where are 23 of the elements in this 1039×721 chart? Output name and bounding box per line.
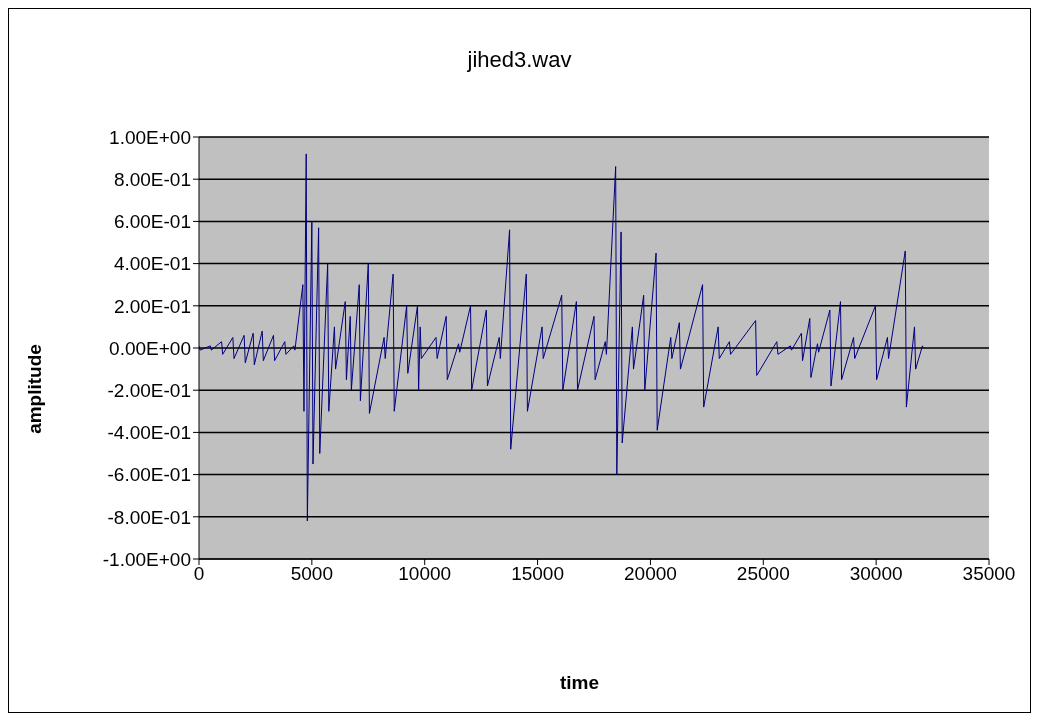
y-tick-label: 0.00E+00 (109, 337, 191, 359)
x-tick-label: 0 (193, 563, 205, 585)
y-tick-label: 8.00E-01 (113, 168, 191, 190)
line-series (199, 153, 924, 522)
y-tick-label: 1.00E+00 (109, 126, 191, 148)
y-tick-label: 6.00E-01 (113, 211, 191, 233)
y-tick-label: -6.00E-01 (107, 464, 191, 486)
y-tick-label: -1.00E+00 (102, 548, 191, 570)
x-axis-title: time (558, 672, 601, 694)
y-axis-title: amplitude (24, 344, 46, 434)
y-tick-label: -8.00E-01 (107, 506, 191, 528)
y-tick-label: 4.00E-01 (113, 253, 191, 275)
x-tick-label: 10000 (398, 563, 452, 585)
x-tick-label: 5000 (290, 563, 333, 585)
y-tick-label: -4.00E-01 (107, 422, 191, 444)
chart-title: jihed3.wav (466, 47, 573, 73)
x-tick-label: 35000 (962, 563, 1016, 585)
x-tick-label: 15000 (511, 563, 564, 585)
x-tick-label: 25000 (736, 563, 790, 585)
x-tick-label: 30000 (849, 563, 903, 585)
x-tick-label: 20000 (624, 563, 677, 585)
y-tick-label: 2.00E-01 (113, 295, 191, 317)
y-tick-label: -2.00E-01 (107, 379, 191, 401)
